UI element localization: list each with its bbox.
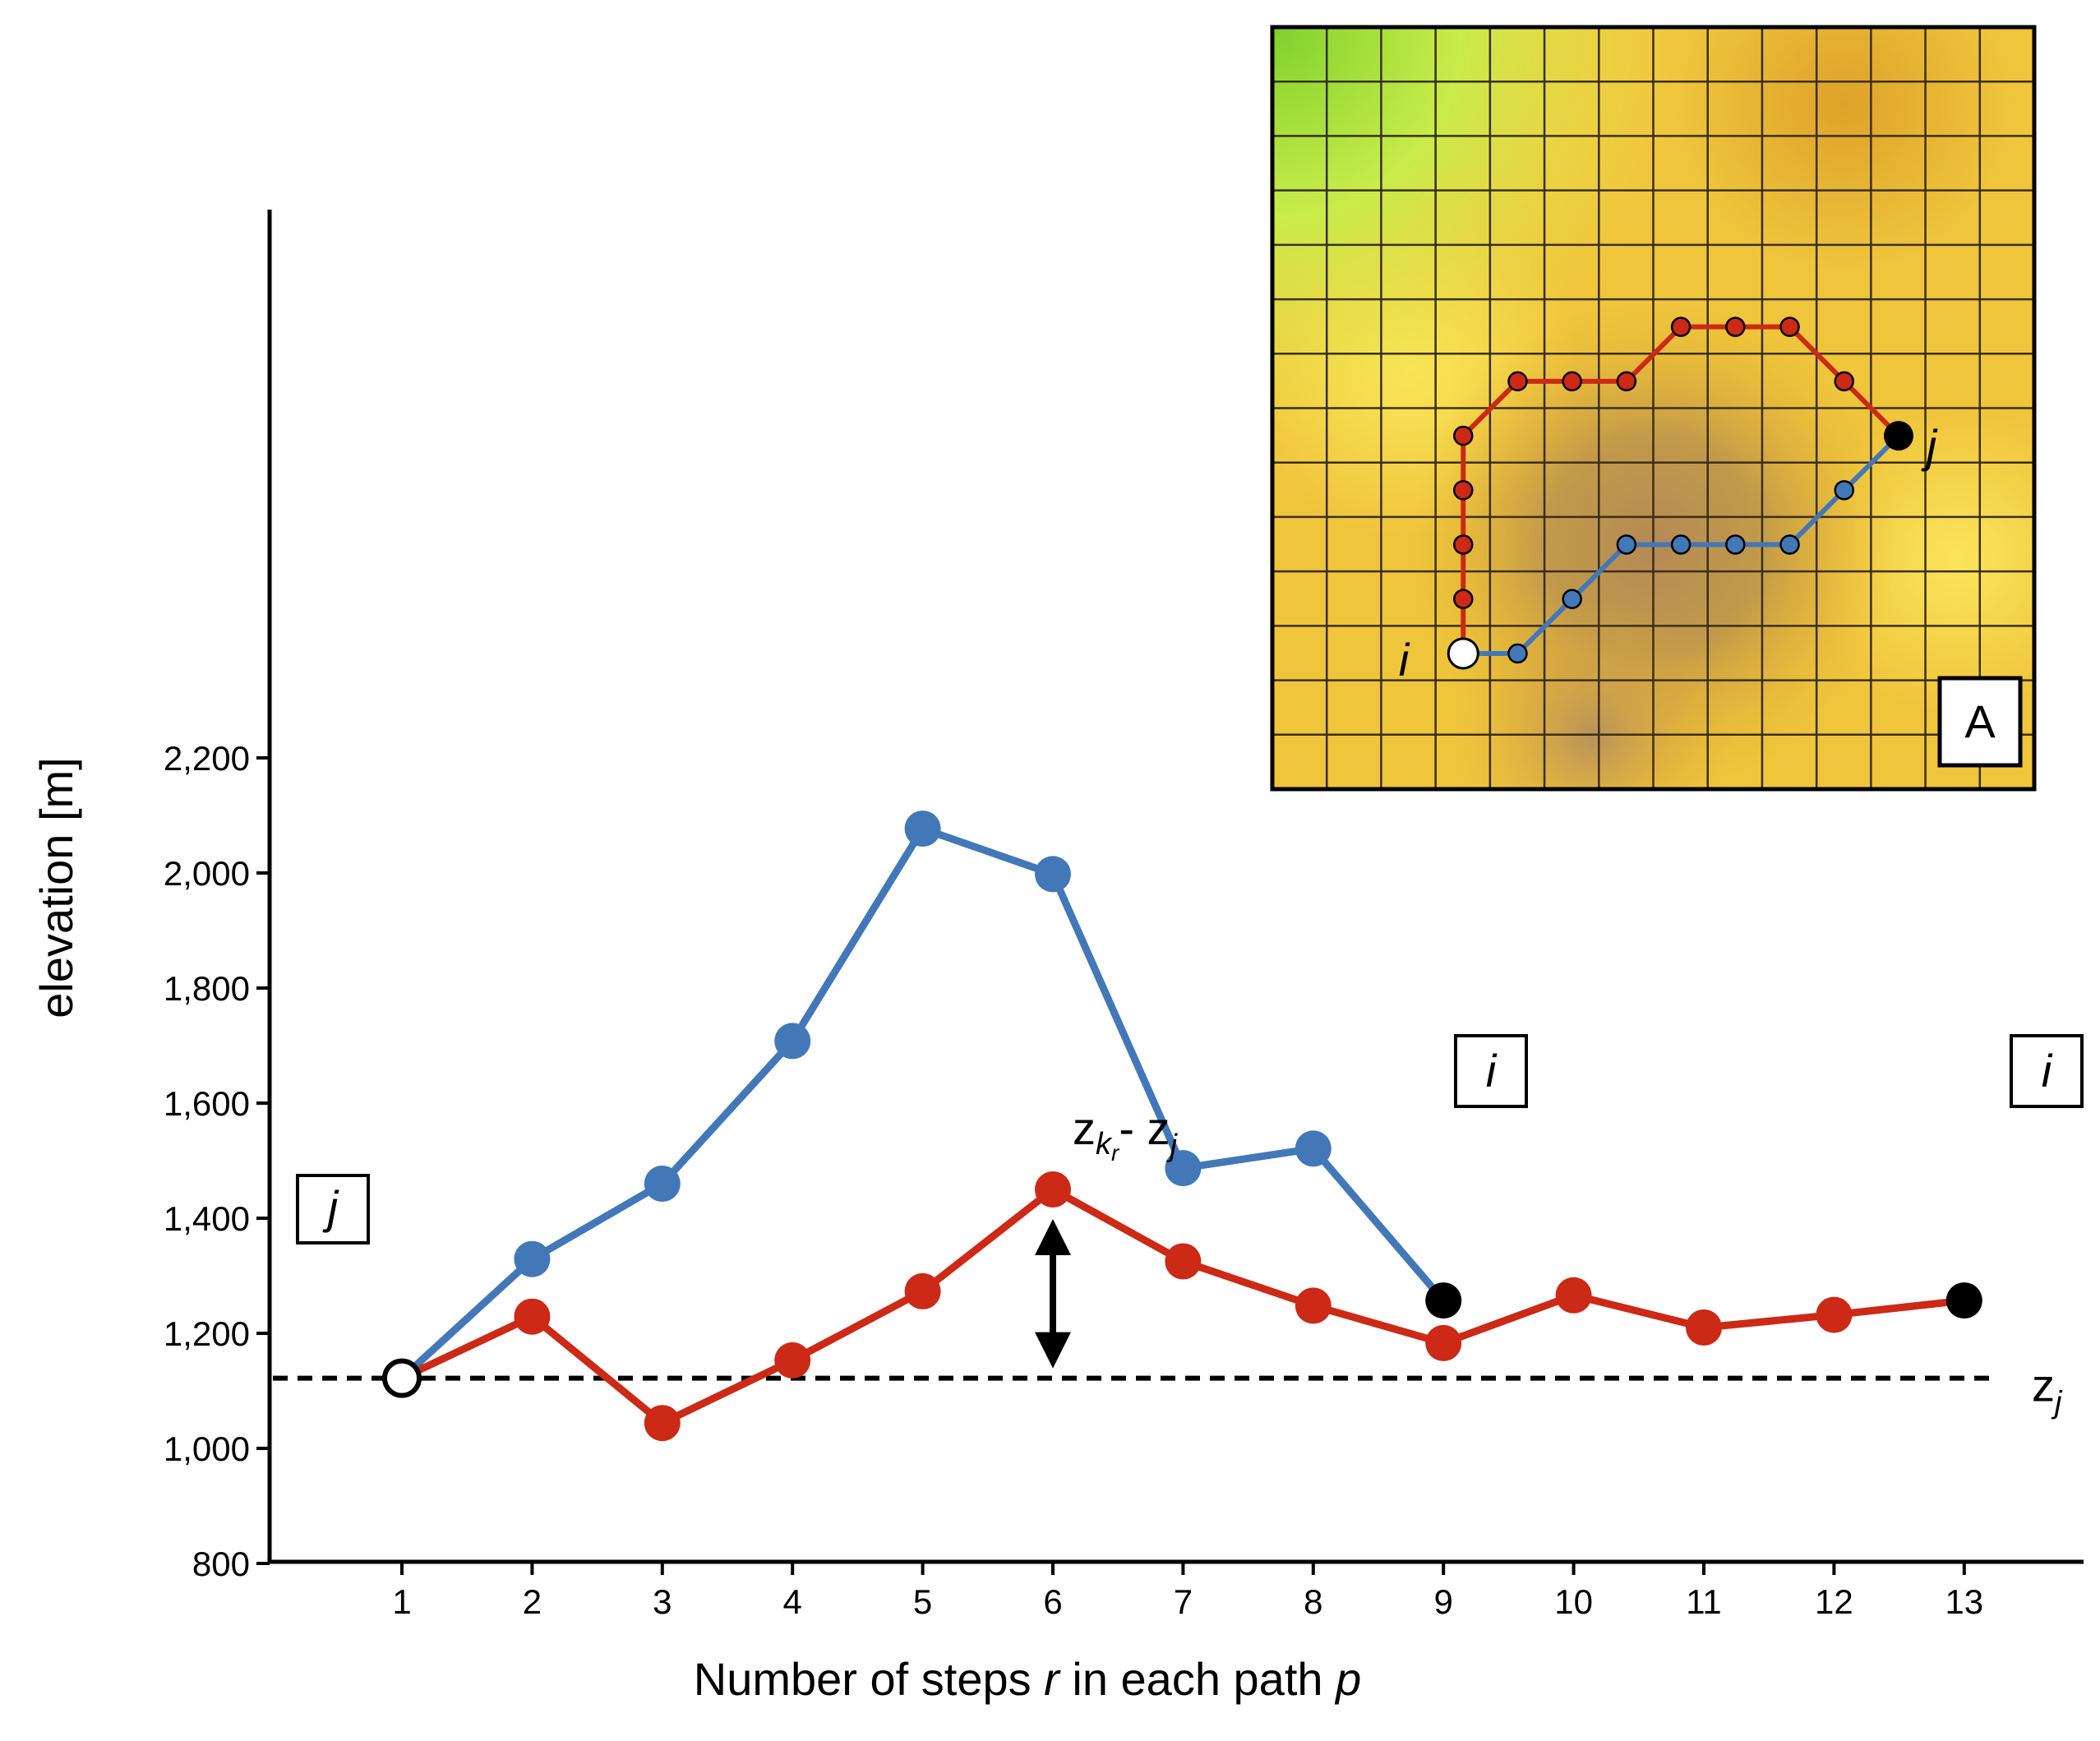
x-tick-label: 3 [653, 1582, 672, 1621]
y-tick-label: 2,000 [164, 854, 250, 893]
series-2-point [1555, 1277, 1592, 1314]
x-axis-title: Number of steps r in each path p [694, 1653, 1361, 1705]
inset-end-node [1883, 421, 1913, 451]
series-2-point [1816, 1296, 1853, 1333]
inset-map: i j A [1270, 25, 2037, 792]
end-marker-label: i [2042, 1045, 2053, 1097]
inset-red-node [1670, 316, 1692, 337]
inset-red-node [1507, 371, 1528, 392]
x-tick-label: 4 [783, 1582, 802, 1621]
inset-blue-node [1670, 534, 1692, 555]
x-tick-label: 8 [1304, 1582, 1322, 1621]
x-tick-label: 5 [913, 1582, 932, 1621]
x-tick-label: 13 [1945, 1582, 1983, 1621]
series-1-point [774, 1023, 811, 1060]
difference-arrow-head-up [1035, 1219, 1071, 1255]
series-1-point [1165, 1150, 1202, 1187]
series-2-point [1686, 1309, 1722, 1346]
series-2-point [514, 1298, 551, 1335]
inset-terrain [1272, 27, 2034, 789]
start-marker [382, 1358, 422, 1398]
series-2-point [644, 1405, 681, 1442]
series-2-point [1165, 1243, 1202, 1280]
x-tick-label: 2 [523, 1582, 542, 1621]
series-2-line [400, 1185, 1965, 1427]
inset-blue-node [1616, 534, 1637, 555]
series-2-point [1035, 1171, 1071, 1208]
y-tick-label: 1,200 [164, 1314, 250, 1353]
y-tick-label: 1,600 [164, 1084, 250, 1123]
inset-blue-node [1834, 480, 1854, 501]
end-marker [1945, 1282, 1982, 1319]
panel-label-box [1937, 676, 2023, 768]
inset-red-node [1562, 371, 1582, 392]
y-tick-label: 1,400 [164, 1199, 250, 1238]
inset-paths [1447, 316, 1913, 670]
end-marker-label: i [1486, 1045, 1498, 1097]
inset-red-node [1616, 371, 1637, 392]
inset-red-node [1453, 534, 1474, 555]
x-tick-label: 6 [1043, 1582, 1062, 1621]
end-label-box [1454, 1034, 1528, 1108]
inset-start-label: i [1399, 634, 1410, 686]
difference-label: zkr- zj [1073, 1102, 1179, 1166]
inset-blue-node [1507, 643, 1528, 664]
inset-blue-node [1779, 534, 1800, 555]
inset-red-node [1779, 316, 1800, 337]
y-tick-label: 1,800 [164, 969, 250, 1008]
y-axis-title: elevation [m] [30, 757, 82, 1018]
series-2-point [774, 1342, 811, 1378]
inset-red-node [1834, 371, 1854, 392]
inset-red-node [1453, 480, 1474, 501]
inset-red-node [1453, 589, 1474, 609]
series-2-point [1425, 1324, 1462, 1361]
difference-arrow-head-down [1035, 1332, 1071, 1369]
reference-line-label: zj [2032, 1360, 2063, 1420]
inset-start-node [1447, 637, 1479, 670]
panel-label: A [1964, 695, 1996, 747]
series-1-point [1035, 856, 1071, 893]
inset-red-node [1725, 316, 1746, 337]
inset-grid [1272, 27, 2034, 789]
series-1-point [644, 1166, 681, 1202]
x-tick-label: 7 [1174, 1582, 1193, 1621]
end-label-box [2010, 1034, 2084, 1108]
inset-frame [1270, 25, 2037, 792]
inset-blue-node [1725, 534, 1746, 555]
series-2-point [904, 1272, 941, 1309]
end-marker [1425, 1282, 1462, 1319]
y-tick-label: 1,000 [164, 1429, 250, 1468]
x-tick-label: 1 [392, 1582, 411, 1621]
x-tick-label: 11 [1686, 1582, 1722, 1621]
start-label-box [296, 1174, 370, 1245]
series-1-point [514, 1240, 551, 1277]
series-2-point [1295, 1287, 1332, 1324]
inset-red-node [1453, 425, 1474, 446]
x-tick-label: 10 [1554, 1582, 1593, 1621]
series-1-point [904, 810, 941, 847]
x-tick-label: 9 [1434, 1582, 1453, 1621]
series-1-point [1295, 1130, 1332, 1167]
inset-blue-node [1562, 589, 1582, 609]
y-tick-label: 800 [192, 1545, 250, 1583]
x-tick-label: 12 [1815, 1582, 1853, 1621]
y-tick-label: 2,200 [164, 739, 250, 778]
